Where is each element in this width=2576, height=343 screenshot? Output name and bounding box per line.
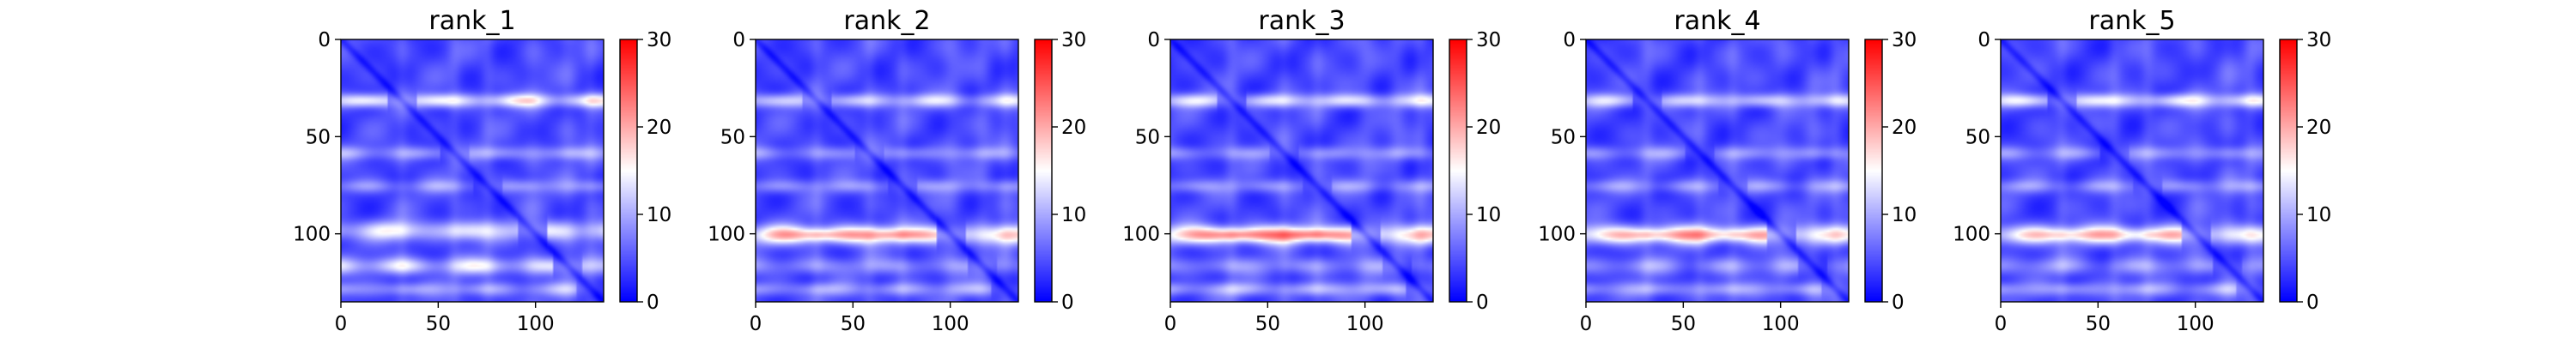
colorbar-tick-label: 0	[1061, 292, 1074, 314]
plot-frame	[1170, 39, 1434, 303]
x-tick-label: 50	[426, 313, 451, 335]
colorbar-gradient	[1035, 39, 1052, 302]
colorbar-tick-label: 20	[1476, 117, 1501, 139]
x-tick-label: 100	[517, 313, 555, 335]
y-tick-label: 0	[1978, 29, 1990, 51]
panel-title: rank_2	[843, 6, 930, 36]
colorbar-frame	[2279, 39, 2298, 303]
panel-title: rank_3	[1258, 6, 1345, 36]
colorbar-tick-label: 10	[2306, 204, 2331, 226]
x-tick-label: 50	[1671, 313, 1696, 335]
plot-frame	[755, 39, 1019, 303]
x-tick-label: 100	[1346, 313, 1384, 335]
y-tick-label: 50	[720, 126, 745, 148]
y-tick-label: 100	[293, 224, 331, 246]
y-tick-label: 100	[708, 224, 745, 246]
y-tick-label: 0	[732, 29, 745, 51]
x-tick-label: 100	[1762, 313, 1800, 335]
heatmap-panel-4: rank_4 0 50 100 0 50 100 0 10 20 30	[1538, 6, 1917, 335]
plot-frame	[1585, 39, 1850, 303]
colorbar-tick-label: 30	[1476, 29, 1501, 51]
colorbar-tick-label: 0	[647, 292, 659, 314]
x-tick-label: 0	[1995, 313, 2008, 335]
x-tick-label: 50	[2086, 313, 2111, 335]
heatmap-panel-3: rank_3 0 50 100 0 50 100 0 10 20 30	[1122, 6, 1501, 335]
plot-frame	[2000, 39, 2264, 303]
colorbar-gradient	[2280, 39, 2297, 302]
y-tick-label: 0	[1563, 29, 1576, 51]
x-tick-label: 0	[1164, 313, 1177, 335]
heatmap-image	[2001, 39, 2263, 302]
y-tick-label: 50	[306, 126, 331, 148]
y-tick-label: 100	[1122, 224, 1160, 246]
colorbar-tick-label: 0	[1892, 292, 1905, 314]
x-tick-label: 0	[750, 313, 762, 335]
heatmap-image	[1170, 39, 1433, 302]
heatmap-panel-5: rank_5 0 50 100 0 50 100 0 10 20 30	[1953, 6, 2331, 335]
panel-title: rank_5	[2088, 6, 2175, 36]
heatmap-panel-2: rank_2 0 50 100 0 50 100 0 10 20 30	[708, 6, 1086, 335]
y-tick-label: 50	[1965, 126, 1990, 148]
colorbar-tick-label: 10	[1476, 204, 1501, 226]
heatmap-image	[341, 39, 604, 302]
colorbar-frame	[619, 39, 638, 303]
colorbar-tick-label: 10	[1061, 204, 1086, 226]
y-tick-label: 0	[1147, 29, 1160, 51]
colorbar-frame	[1864, 39, 1883, 303]
colorbar-tick-label: 0	[1476, 292, 1489, 314]
y-tick-label: 0	[318, 29, 331, 51]
x-tick-label: 0	[335, 313, 348, 335]
y-tick-label: 50	[1551, 126, 1576, 148]
x-tick-label: 50	[1255, 313, 1280, 335]
colorbar-tick-label: 30	[647, 29, 671, 51]
colorbar-gradient	[1865, 39, 1882, 302]
colorbar-tick-label: 10	[1892, 204, 1917, 226]
y-tick-label: 50	[1135, 126, 1160, 148]
colorbar-tick-label: 10	[647, 204, 671, 226]
colorbar-tick-label: 20	[2306, 117, 2331, 139]
x-tick-label: 100	[932, 313, 969, 335]
panel-title: rank_1	[428, 6, 515, 36]
x-tick-label: 0	[1580, 313, 1593, 335]
colorbar-tick-label: 30	[1892, 29, 1917, 51]
colorbar-tick-label: 30	[1061, 29, 1086, 51]
heatmap-panel-1: rank_1 0 50 100 0 50 100 0 10 20 30	[293, 6, 671, 335]
heatmap-image	[1586, 39, 1849, 302]
colorbar-frame	[1449, 39, 1467, 303]
colorbar-tick-label: 0	[2306, 292, 2319, 314]
colorbar-gradient	[620, 39, 637, 302]
heatmap-image	[756, 39, 1018, 302]
y-tick-label: 100	[1953, 224, 1990, 246]
colorbar-tick-label: 20	[1892, 117, 1917, 139]
colorbar-tick-label: 20	[647, 117, 671, 139]
colorbar-tick-label: 20	[1061, 117, 1086, 139]
colorbar-gradient	[1449, 39, 1467, 302]
x-tick-label: 50	[841, 313, 866, 335]
colorbar-frame	[1034, 39, 1053, 303]
x-tick-label: 100	[2177, 313, 2215, 335]
colorbar-tick-label: 30	[2306, 29, 2331, 51]
y-tick-label: 100	[1538, 224, 1576, 246]
panel-title: rank_4	[1674, 6, 1760, 36]
plot-frame	[340, 39, 605, 303]
